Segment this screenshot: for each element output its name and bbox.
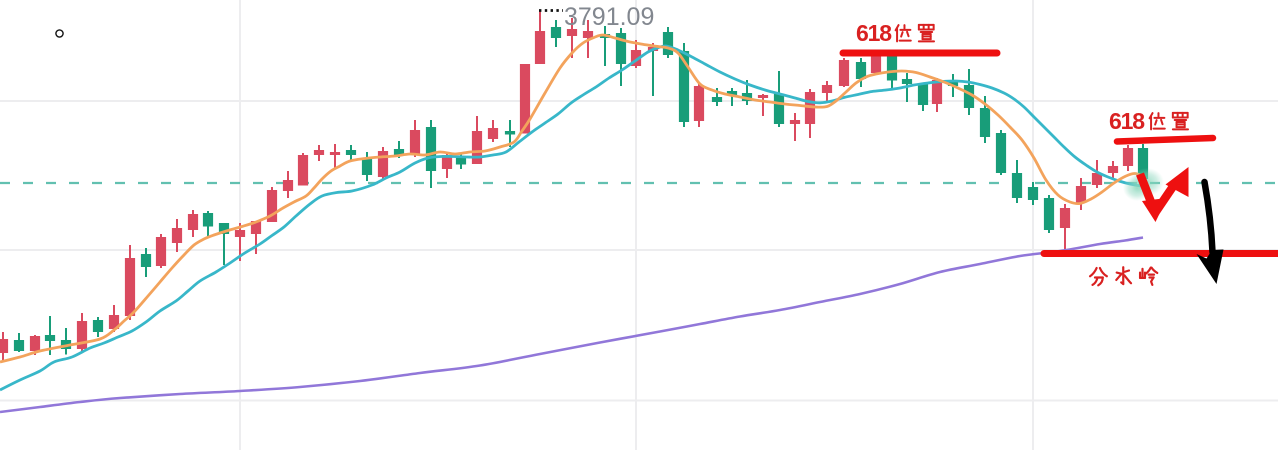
svg-text:618: 618	[856, 20, 892, 46]
svg-text:618: 618	[1109, 108, 1145, 134]
svg-text:3791.09: 3791.09	[564, 3, 654, 31]
